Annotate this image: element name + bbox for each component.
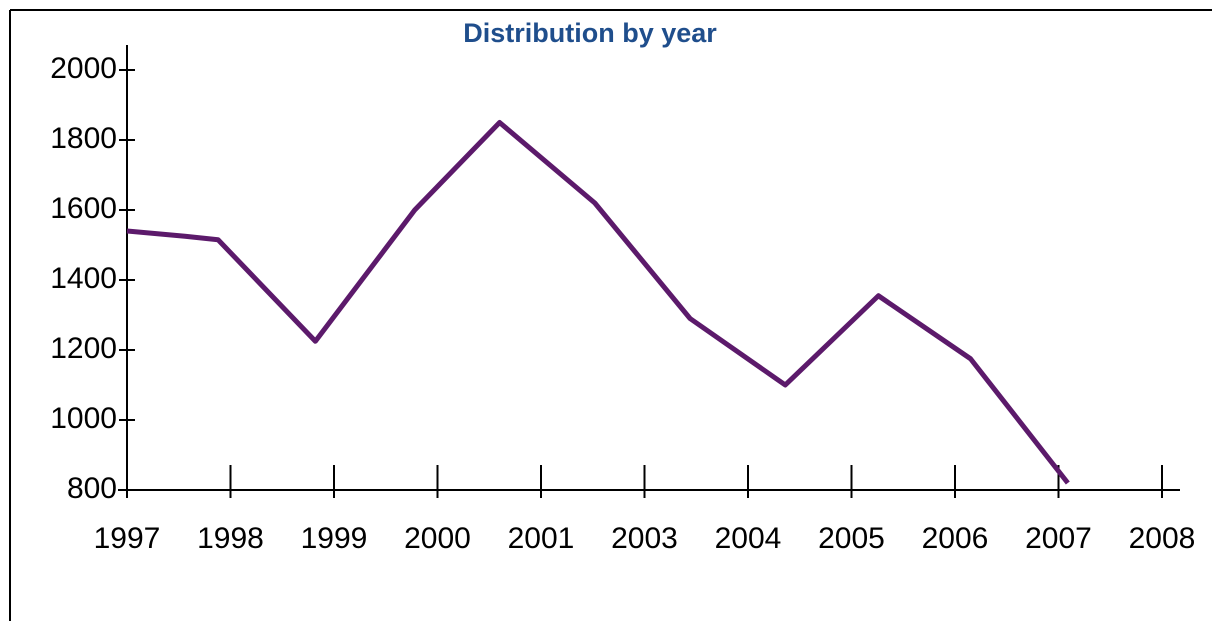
y-tick-label: 1000 [50,402,117,435]
series-line [126,120,1070,485]
x-tick-label: 2005 [818,522,885,555]
x-tick-label: 2007 [1025,522,1092,555]
y-tick-label: 1400 [50,262,117,295]
x-tick-label: 1999 [301,522,368,555]
x-tick-label: 2000 [404,522,471,555]
y-tick-label: 2000 [50,52,117,85]
x-tick-label: 2004 [715,522,782,555]
x-tick-label: 2001 [508,522,575,555]
y-tick-label: 800 [67,472,117,505]
x-tick-label: 1998 [197,522,264,555]
x-tick-label: 2006 [922,522,989,555]
x-tick-label: 1997 [94,522,161,555]
chart-title: Distribution by year [463,18,717,48]
y-tick-label: 1200 [50,332,117,365]
x-tick-label: 2003 [611,522,678,555]
y-tick-label: 1600 [50,192,117,225]
x-tick-label: 2008 [1129,522,1196,555]
y-tick-label: 1800 [50,122,117,155]
